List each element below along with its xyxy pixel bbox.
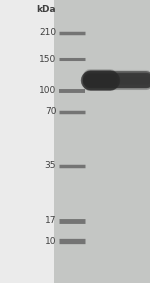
- Text: 35: 35: [45, 161, 56, 170]
- Text: 150: 150: [39, 55, 56, 64]
- Text: 70: 70: [45, 107, 56, 116]
- Text: 17: 17: [45, 216, 56, 225]
- Text: 10: 10: [45, 237, 56, 246]
- Text: kDa: kDa: [37, 5, 56, 14]
- Text: 210: 210: [39, 28, 56, 37]
- Text: 100: 100: [39, 86, 56, 95]
- Bar: [0, 0, 54, 283]
- Bar: [54, 0, 150, 283]
